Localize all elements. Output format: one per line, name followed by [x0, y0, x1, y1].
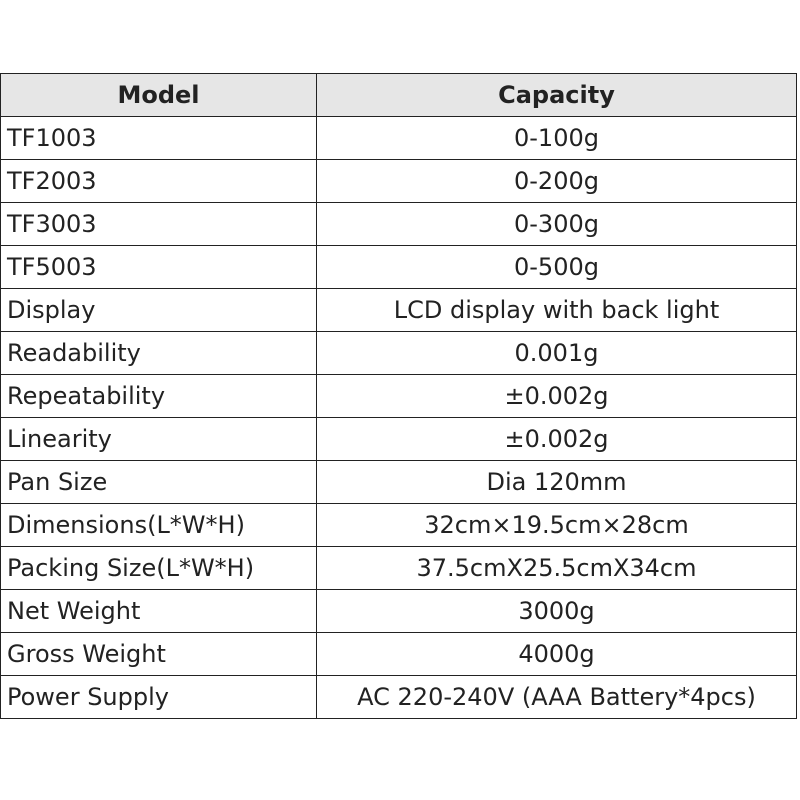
table-row: Net Weight 3000g [0, 589, 797, 633]
table-row: TF2003 0-200g [0, 159, 797, 203]
table-row: Linearity ±0.002g [0, 417, 797, 461]
table-row: Display LCD display with back light [0, 288, 797, 332]
table-cell: Readability [0, 331, 317, 375]
table-cell: TF1003 [0, 116, 317, 160]
table-row: Gross Weight 4000g [0, 632, 797, 676]
header-row: Model Capacity [0, 73, 797, 117]
table-cell: TF2003 [0, 159, 317, 203]
table-cell: 32cm×19.5cm×28cm [316, 503, 797, 547]
table-cell: 0-200g [316, 159, 797, 203]
table-cell: Power Supply [0, 675, 317, 719]
table-cell: TF5003 [0, 245, 317, 289]
table-cell: Repeatability [0, 374, 317, 418]
table-row: Pan Size Dia 120mm [0, 460, 797, 504]
table-row: Readability 0.001g [0, 331, 797, 375]
table-cell: ±0.002g [316, 417, 797, 461]
table-row: TF1003 0-100g [0, 116, 797, 160]
table-cell: ±0.002g [316, 374, 797, 418]
table-header: Model Capacity [0, 73, 797, 117]
table-cell: Dia 120mm [316, 460, 797, 504]
table-cell: 0-300g [316, 202, 797, 246]
table-cell: Linearity [0, 417, 317, 461]
table-cell: 37.5cmX25.5cmX34cm [316, 546, 797, 590]
table-cell: Net Weight [0, 589, 317, 633]
table-row: TF3003 0-300g [0, 202, 797, 246]
header-cell: Capacity [316, 73, 797, 117]
table-cell: Display [0, 288, 317, 332]
table-cell: Dimensions(L*W*H) [0, 503, 317, 547]
table-cell: 3000g [316, 589, 797, 633]
table-row: Repeatability ±0.002g [0, 374, 797, 418]
table-cell: Packing Size(L*W*H) [0, 546, 317, 590]
table-cell: LCD display with back light [316, 288, 797, 332]
table-row: Packing Size(L*W*H) 37.5cmX25.5cmX34cm [0, 546, 797, 590]
table-cell: 0-500g [316, 245, 797, 289]
table-row: TF5003 0-500g [0, 245, 797, 289]
table-cell: Pan Size [0, 460, 317, 504]
table-row: Power Supply AC 220-240V (AAA Battery*4pc… [0, 675, 797, 719]
table-cell: 4000g [316, 632, 797, 676]
table-cell: 0-100g [316, 116, 797, 160]
table-cell: TF3003 [0, 202, 317, 246]
table-cell: AC 220-240V (AAA Battery*4pcs) [316, 675, 797, 719]
header-cell: Model [0, 73, 317, 117]
table-cell: Gross Weight [0, 632, 317, 676]
spec-table: Model Capacity TF1003 0-100g TF2003 0-200g TF… [0, 73, 797, 719]
table-cell: 0.001g [316, 331, 797, 375]
table-body: TF1003 0-100g TF2003 0-200g TF3003 0-300g TF50… [0, 116, 797, 719]
table-row: Dimensions(L*W*H) 32cm×19.5cm×28cm [0, 503, 797, 547]
